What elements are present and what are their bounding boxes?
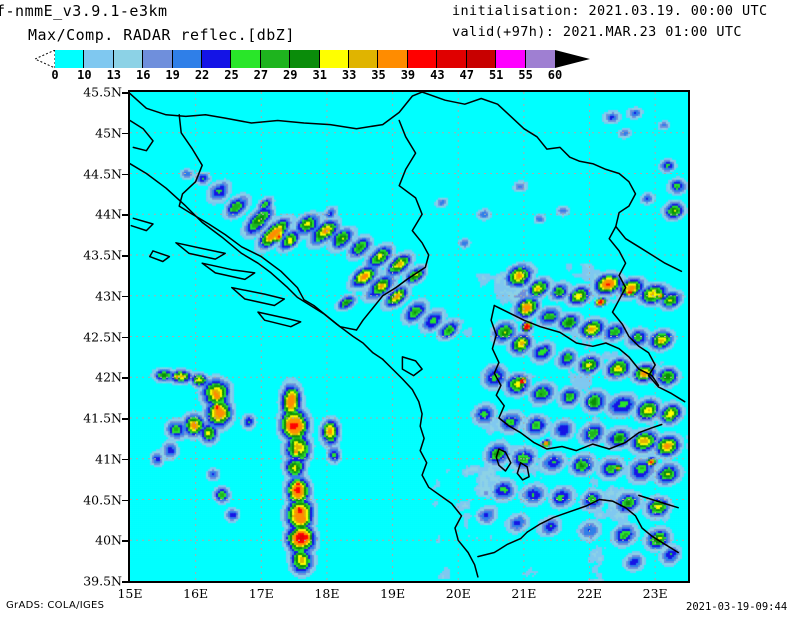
colorbar-tick: 0 [51, 68, 59, 82]
latitude-tick-mark [122, 458, 128, 461]
colorbar-segment [231, 50, 261, 68]
colorbar-segment [407, 50, 438, 68]
longitude-tick-label: 17E [248, 586, 274, 601]
longitude-tick-label: 21E [511, 586, 537, 601]
colorbar-tick-labels: 0 10 13 16 19 22 25 27 29 31 33 35 39 43 47 51 55 60 [51, 68, 562, 84]
latitude-tick-label: 41.5N [83, 410, 122, 426]
colorbar-tick: 10 [77, 68, 92, 82]
latitude-tick-label: 40N [95, 532, 122, 548]
latitude-tick-mark [122, 92, 128, 94]
colorbar-segment [55, 50, 85, 68]
colorbar-tick: 43 [430, 68, 445, 82]
longitude-tick-label: 23E [642, 586, 668, 601]
latitude-tick-label: 42N [95, 369, 122, 385]
colorbar-tick: 31 [312, 68, 327, 82]
colorbar-segment [290, 50, 320, 68]
latitude-tick-mark [122, 336, 128, 338]
latitude-tick-label: 39.5N [83, 573, 122, 589]
colorbar-tick: 22 [194, 68, 210, 82]
longitude-tick-label: 16E [183, 586, 209, 601]
latitude-tick-label: 44.5N [83, 166, 122, 181]
colorbar-segment [525, 50, 555, 68]
latitude-tick-label: 41N [95, 451, 122, 467]
radar-reflectivity-field [130, 92, 688, 581]
colorbar-tick: 13 [106, 68, 122, 82]
colorbar-tick: 55 [518, 68, 533, 82]
longitude-tick-label: 15E [117, 586, 143, 601]
latitude-tick-label: 42.5N [83, 329, 122, 344]
grads-credit: GrADS: COLA/IGES [6, 600, 105, 611]
colorbar-tick: 19 [165, 68, 180, 82]
colorbar-tick: 29 [283, 68, 298, 82]
colorbar-segment [319, 50, 350, 68]
colorbar-segment [84, 50, 114, 68]
colorbar-segments [55, 50, 555, 68]
render-timestamp: 2021-03-19-09:44 [686, 601, 788, 613]
reflectivity-colorbar: 0 10 13 16 19 22 25 27 29 31 33 35 39 43 47 51 55 60 [35, 48, 590, 82]
latitude-tick-label: 45.5N [83, 84, 122, 100]
colorbar-segment [260, 50, 291, 68]
longitude-tick-label: 20E [445, 586, 471, 601]
latitude-tick-label: 45N [95, 125, 122, 141]
coastline-and-border-overlay [130, 92, 686, 578]
latitude-tick-label: 43N [95, 288, 122, 304]
latitude-axis: 39.5N 40N 40.5N 41N 41.5N 42N 42.5N 43N 43.5N 44N… [64, 85, 128, 589]
colorbar-tick: 33 [341, 68, 357, 82]
initialisation-time: initialisation: 2021.03.19. 00:00 UTC [452, 3, 768, 19]
colorbar-tick: 60 [547, 68, 563, 82]
colorbar-segment [437, 50, 467, 68]
colorbar-segment [202, 50, 232, 68]
field-title: Max/Comp. RADAR reflec.[dbZ] [28, 26, 295, 44]
latitude-tick-mark [122, 377, 128, 379]
latitude-tick-label: 44N [95, 206, 122, 222]
latitude-tick-mark [122, 499, 128, 501]
radar-map-plot [128, 90, 690, 583]
latitude-tick-mark [122, 255, 128, 257]
colorbar-tick: 39 [400, 68, 416, 82]
colorbar-tick: 51 [488, 68, 504, 82]
colorbar-segment [496, 50, 526, 68]
colorbar-tick: 25 [224, 68, 239, 82]
colorbar-segment [466, 50, 497, 68]
latitude-tick-mark [122, 214, 128, 216]
colorbar-segment [113, 50, 144, 68]
colorbar-tick: 16 [136, 68, 151, 82]
colorbar-segment [349, 50, 379, 68]
colorbar-segment [143, 50, 173, 68]
latitude-tick-mark [122, 540, 128, 542]
colorbar-tick: 47 [459, 68, 474, 82]
latitude-tick-label: 40.5N [83, 492, 122, 507]
colorbar-segment [378, 50, 408, 68]
colorbar-min-arrow-icon [35, 50, 56, 68]
latitude-tick-mark [122, 418, 128, 420]
longitude-tick-label: 19E [380, 586, 406, 601]
colorbar-tick: 27 [253, 68, 269, 82]
longitude-axis: 15E 16E 17E 18E 19E 20E 21E 22E 23E [117, 586, 690, 604]
latitude-tick-mark [122, 295, 128, 298]
colorbar-segment [172, 50, 203, 68]
latitude-tick-mark [122, 581, 128, 583]
latitude-tick-mark [122, 132, 128, 135]
valid-time: valid(+97h): 2021.MAR.23 01:00 UTC [452, 24, 742, 40]
colorbar-tick: 35 [371, 68, 386, 82]
longitude-tick-label: 22E [577, 586, 603, 601]
latitude-tick-mark [122, 173, 128, 175]
latitude-tick-label: 43.5N [83, 247, 122, 263]
colorbar-max-arrow-icon [555, 50, 590, 68]
model-title: f-nmmE_v3.9.1-e3km [0, 2, 168, 20]
longitude-tick-label: 18E [314, 586, 340, 601]
